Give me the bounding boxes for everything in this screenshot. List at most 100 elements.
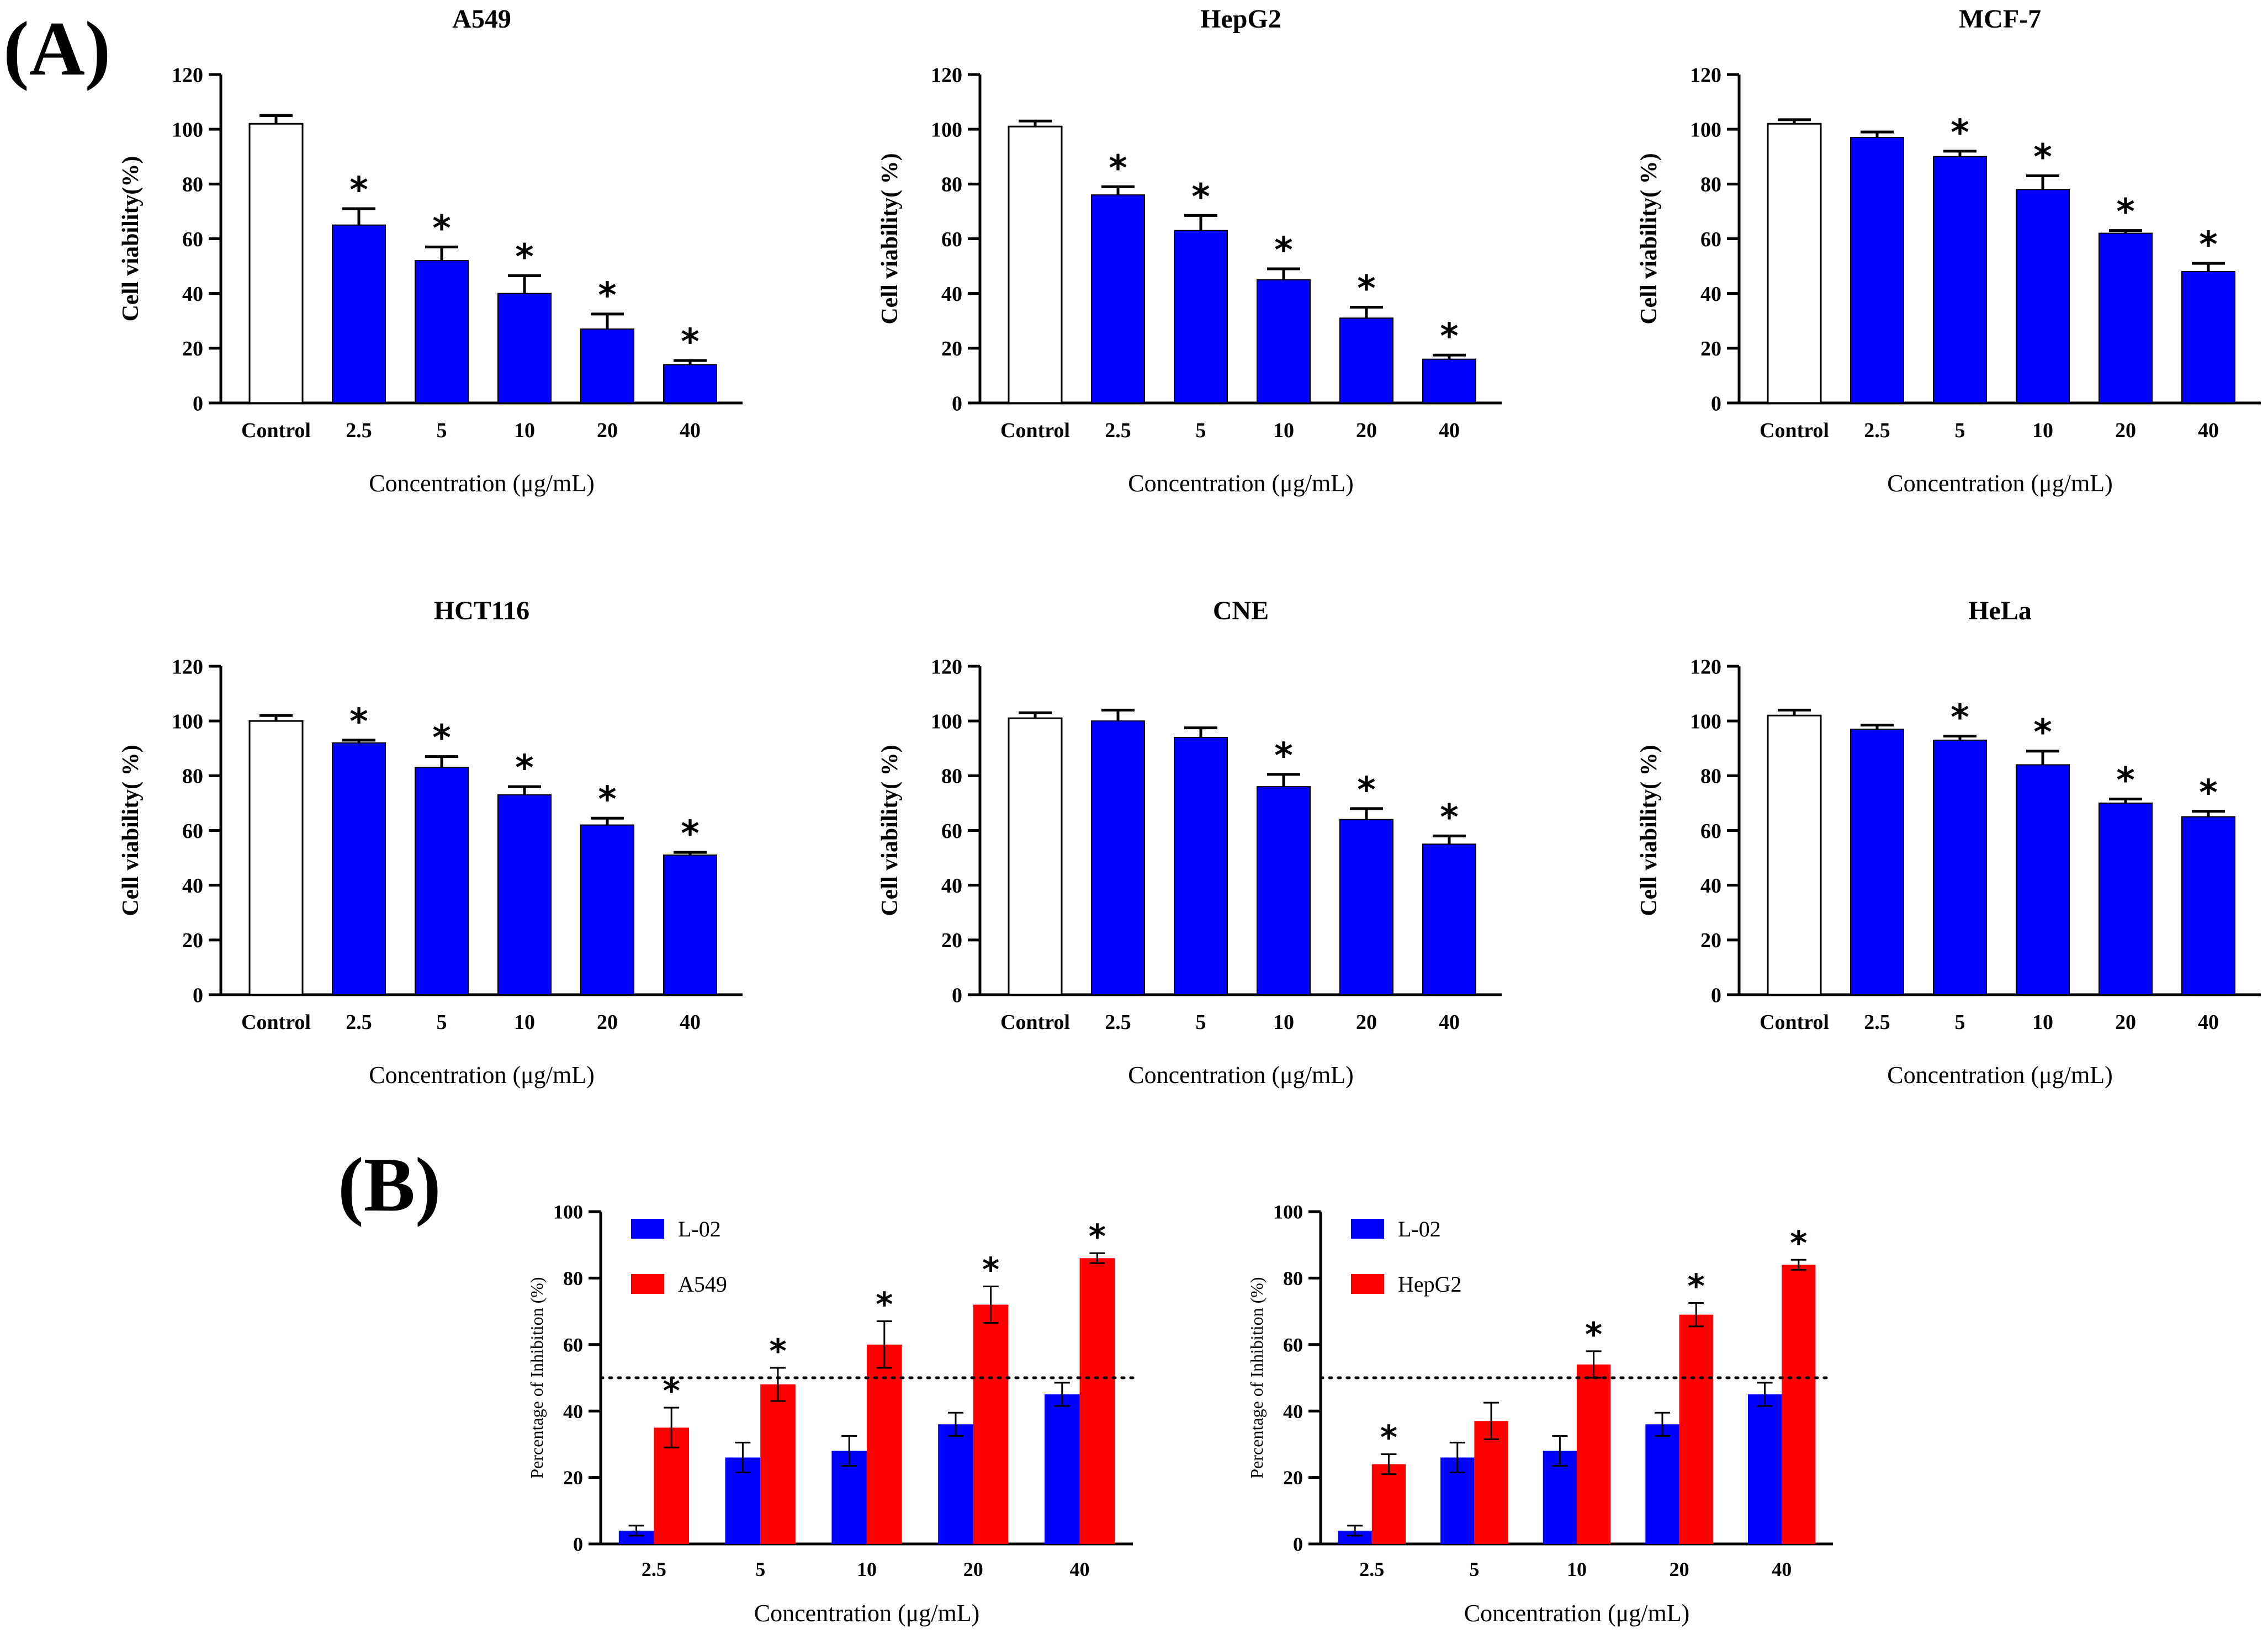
inhibition-chart-a549: 020406080100*2.5*5*10*20*40L-02A549Conce… (527, 1201, 1135, 1627)
y-tick-label: 20 (941, 337, 962, 360)
bar (663, 364, 717, 404)
y-tick-label: 100 (931, 710, 962, 733)
significance-star: * (349, 702, 368, 742)
bar (580, 824, 634, 996)
x-tick-label: 10 (1567, 1558, 1587, 1580)
y-tick-label: 20 (1700, 337, 1721, 360)
significance-star: * (598, 275, 616, 316)
legend-label-l-02: L-02 (1398, 1217, 1441, 1241)
y-axis-label: Cell viability( %) (877, 745, 903, 916)
x-tick-label: 20 (1356, 419, 1377, 442)
x-tick-label: 20 (963, 1558, 983, 1580)
x-tick-label: 40 (1439, 419, 1460, 442)
significance-star: * (349, 170, 368, 211)
bar (2099, 232, 2153, 404)
y-tick-label: 0 (1711, 984, 1721, 1007)
x-axis-label: Concentration (μg/mL) (754, 1600, 979, 1627)
bar-hepg2 (1371, 1464, 1406, 1544)
bar-hepg2 (1679, 1314, 1713, 1544)
significance-star: * (1274, 736, 1292, 777)
x-tick-label: 40 (1772, 1558, 1792, 1580)
x-tick-label: 5 (437, 419, 447, 442)
x-tick-label: Control (241, 1011, 311, 1034)
panel-label-b: (B) (338, 1142, 441, 1228)
bar-hepg2 (1474, 1421, 1508, 1544)
significance-star: * (1357, 770, 1375, 811)
y-tick-label: 120 (1690, 655, 1721, 678)
y-axis-label: Percentage of Inhibition (%) (1247, 1277, 1267, 1478)
bar (2016, 764, 2070, 995)
y-tick-label: 60 (182, 820, 203, 843)
x-tick-label: 2.5 (1359, 1558, 1384, 1580)
chart-title: HepG2 (1200, 4, 1281, 34)
bar (1174, 230, 1228, 404)
x-tick-label: 20 (2115, 1011, 2136, 1034)
y-tick-label: 40 (182, 283, 203, 306)
x-tick-label: 40 (680, 419, 701, 442)
x-tick-label: Control (241, 419, 311, 442)
bar-control (248, 123, 304, 404)
chart-title: A549 (452, 4, 511, 34)
bar (2016, 189, 2070, 404)
bar (1091, 720, 1145, 995)
bar (1422, 358, 1476, 404)
x-axis-label: Concentration (μg/mL) (369, 470, 594, 497)
x-tick-label: 2.5 (642, 1558, 666, 1580)
bar (1850, 137, 1904, 404)
bar (1850, 729, 1904, 995)
bar-control (1767, 714, 1822, 996)
significance-star: * (1790, 1224, 1807, 1262)
bar-l-02 (1645, 1424, 1679, 1544)
significance-star: * (1380, 1418, 1397, 1457)
significance-star: * (681, 814, 699, 854)
bar-control (248, 720, 304, 996)
y-tick-label: 100 (1690, 118, 1721, 141)
x-tick-label: 2.5 (1105, 419, 1131, 442)
bar (2181, 816, 2235, 996)
y-tick-label: 40 (941, 283, 962, 306)
x-tick-label: 5 (1196, 419, 1206, 442)
y-tick-label: 60 (182, 228, 203, 251)
x-tick-label: 40 (680, 1011, 701, 1034)
y-tick-label: 20 (182, 929, 203, 952)
x-tick-label: 40 (1439, 1011, 1460, 1034)
bar (1339, 317, 1393, 404)
bar-a549 (867, 1344, 902, 1544)
bar-a549 (760, 1384, 796, 1544)
x-axis-label: Concentration (μg/mL) (1128, 1061, 1353, 1089)
x-tick-label: 5 (1469, 1558, 1479, 1580)
x-tick-label: 2.5 (346, 1011, 372, 1034)
legend-label-l-02: L-02 (678, 1217, 721, 1241)
x-tick-label: 10 (514, 419, 535, 442)
y-axis-label: Cell viability( %) (1636, 745, 1662, 916)
y-tick-label: 100 (172, 118, 203, 141)
chart-title: MCF-7 (1959, 4, 2041, 34)
x-axis-label: Concentration (μg/mL) (1464, 1600, 1689, 1627)
x-axis-label: Concentration (μg/mL) (1887, 470, 2112, 497)
x-tick-label: 5 (1955, 419, 1965, 442)
y-tick-label: 100 (553, 1201, 583, 1223)
bar (1933, 156, 1987, 404)
y-tick-label: 120 (931, 63, 962, 87)
significance-star: * (2033, 137, 2052, 178)
bar (580, 328, 634, 404)
bar (2181, 271, 2235, 404)
y-axis-label: Cell viability( %) (118, 745, 144, 916)
significance-star: * (681, 322, 699, 363)
x-tick-label: 2.5 (1864, 1011, 1890, 1034)
bar (1339, 819, 1393, 995)
y-tick-label: 0 (573, 1533, 583, 1556)
y-tick-label: 40 (1700, 874, 1721, 898)
significance-star: * (432, 208, 451, 249)
significance-star: * (2033, 713, 2052, 753)
significance-star: * (1688, 1267, 1705, 1306)
y-tick-label: 40 (941, 874, 962, 898)
significance-star: * (2199, 773, 2217, 814)
y-tick-label: 80 (182, 173, 203, 197)
y-tick-label: 0 (1293, 1533, 1303, 1556)
x-tick-label: Control (1760, 1011, 1829, 1034)
significance-star: * (2199, 225, 2217, 266)
y-tick-label: 0 (952, 984, 962, 1007)
